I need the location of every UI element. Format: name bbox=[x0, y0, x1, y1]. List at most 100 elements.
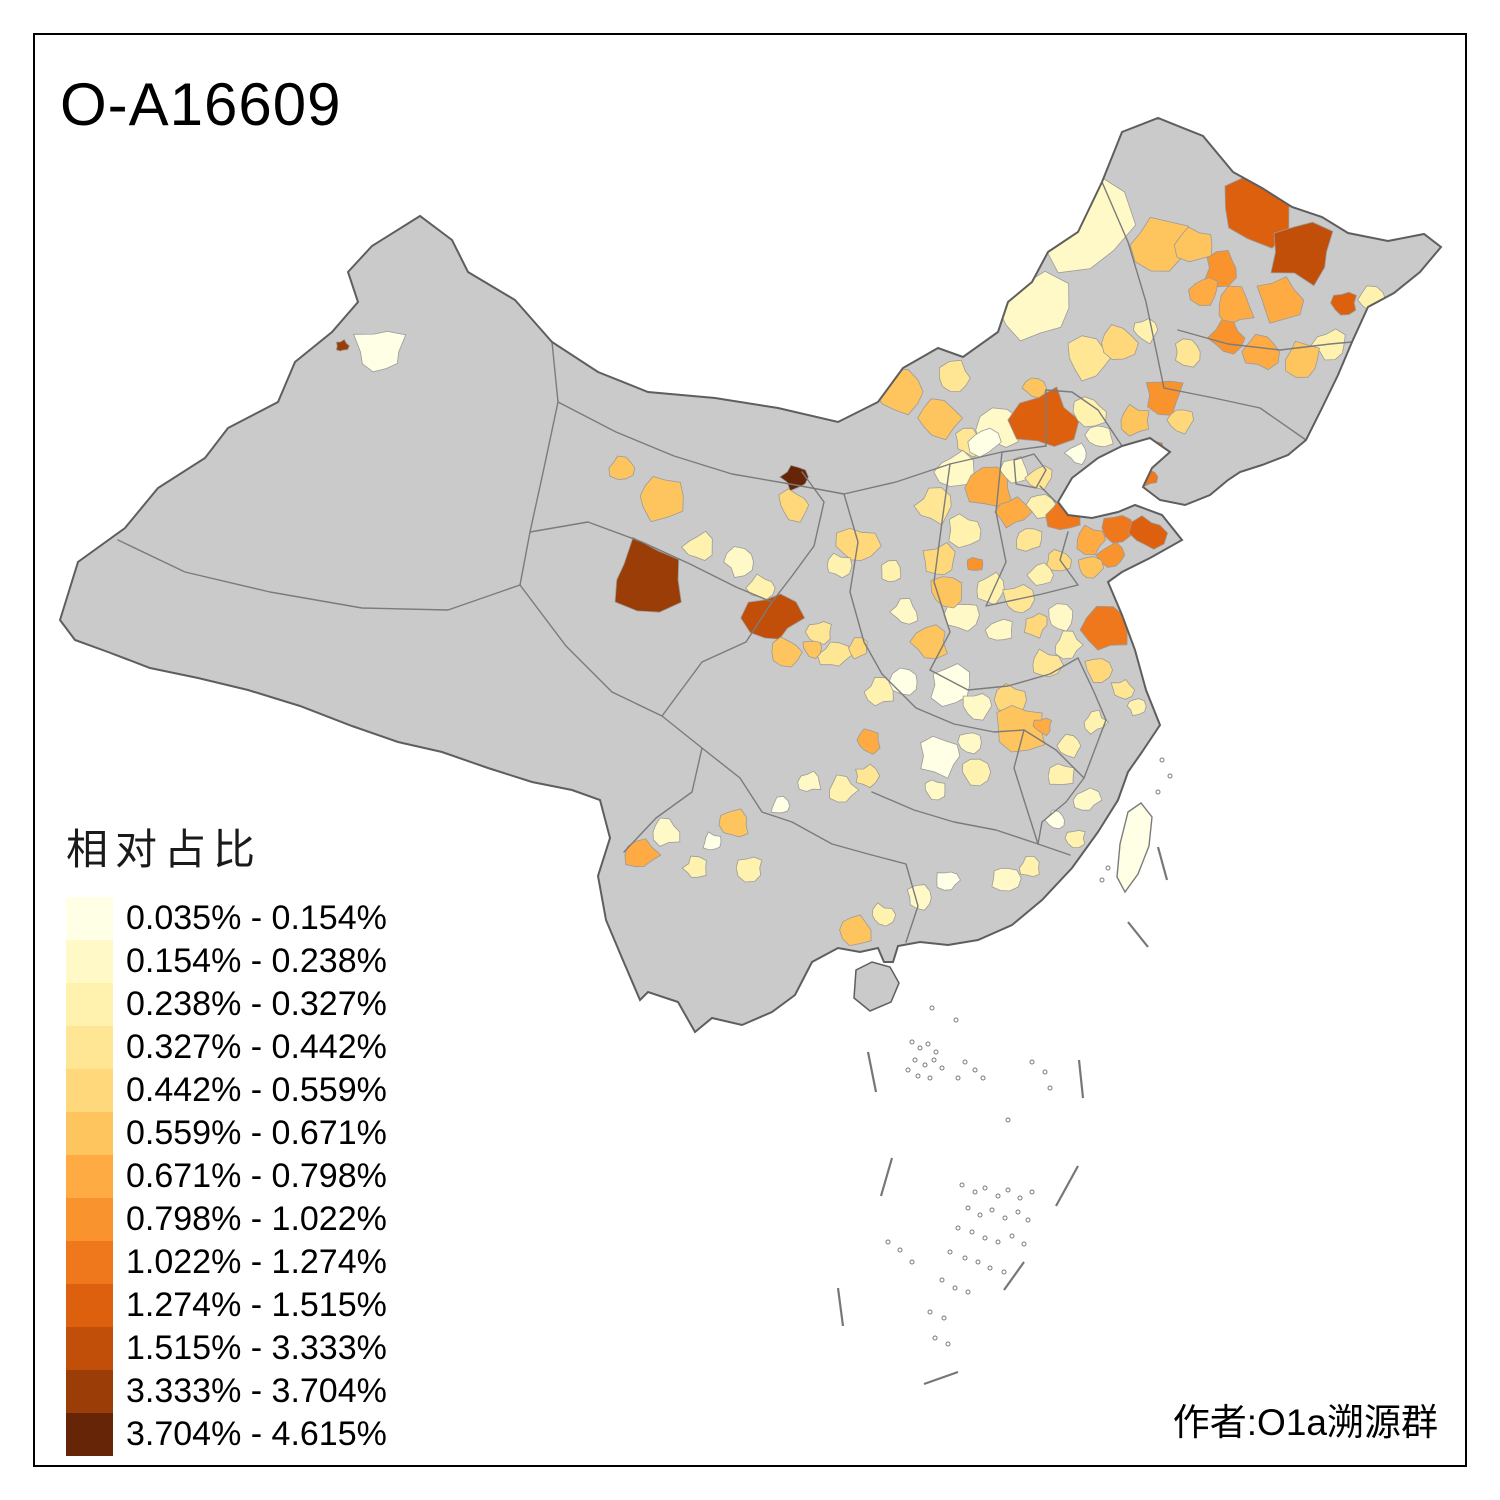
island-dot bbox=[945, 1341, 951, 1347]
island-dot bbox=[1159, 757, 1165, 763]
province-border-line bbox=[1163, 387, 1307, 441]
prefecture-region bbox=[624, 838, 662, 868]
prefecture-region bbox=[1256, 276, 1305, 324]
island-dot bbox=[1009, 1233, 1015, 1239]
prefecture-region bbox=[639, 476, 684, 523]
island-dot bbox=[1029, 1189, 1035, 1195]
prefecture-region bbox=[802, 640, 823, 659]
island-dot bbox=[1005, 1187, 1011, 1193]
island-dot bbox=[1021, 1241, 1027, 1247]
province-border-line bbox=[1059, 531, 1079, 586]
prefecture-region bbox=[353, 330, 407, 373]
island-dot bbox=[1167, 773, 1173, 779]
prefecture-region bbox=[1007, 386, 1080, 447]
province-border-line bbox=[1177, 329, 1353, 351]
prefecture-region bbox=[1126, 698, 1147, 717]
island-dot bbox=[952, 1285, 958, 1291]
legend-row: 0.035% - 0.154% bbox=[66, 897, 387, 940]
legend-row: 0.798% - 1.022% bbox=[66, 1198, 387, 1241]
prefecture-region bbox=[936, 871, 962, 891]
legend-label: 3.704% - 4.615% bbox=[126, 1415, 387, 1453]
prefecture-region bbox=[871, 902, 897, 927]
province-border-line bbox=[557, 401, 1047, 495]
prefecture-region bbox=[924, 779, 946, 801]
province-border-line bbox=[881, 673, 1025, 733]
island-dot bbox=[1001, 1269, 1007, 1275]
island-dot bbox=[982, 1235, 988, 1241]
legend-swatch bbox=[66, 1069, 113, 1112]
island-dot bbox=[969, 1229, 975, 1235]
prefecture-region bbox=[1077, 556, 1105, 579]
prefecture-region bbox=[614, 536, 682, 613]
prefecture-region bbox=[961, 758, 992, 787]
prefecture-region bbox=[835, 527, 882, 561]
island-dot bbox=[939, 1277, 945, 1283]
province-border-line bbox=[519, 584, 703, 853]
island-dot bbox=[947, 1249, 953, 1255]
legend-label: 1.274% - 1.515% bbox=[126, 1286, 387, 1324]
island-dot bbox=[915, 1073, 921, 1079]
prefecture-region bbox=[1084, 425, 1114, 448]
island-dot bbox=[955, 1075, 961, 1081]
island-dot bbox=[909, 1039, 915, 1045]
prefecture-region bbox=[881, 559, 902, 583]
prefecture-region bbox=[1054, 630, 1084, 660]
dash-segment bbox=[1055, 1165, 1079, 1207]
prefecture-region bbox=[930, 576, 963, 609]
island-dot bbox=[1005, 1117, 1011, 1123]
national-border bbox=[58, 116, 1443, 1034]
island-dot bbox=[931, 1057, 937, 1063]
legend-title: 相对占比 bbox=[66, 826, 263, 873]
island-dot bbox=[927, 1075, 933, 1081]
island-dot bbox=[995, 1193, 1001, 1199]
dash-segment bbox=[1127, 921, 1149, 948]
prefecture-region bbox=[948, 513, 982, 549]
prefecture-region bbox=[1056, 733, 1082, 759]
legend-swatch bbox=[66, 897, 113, 940]
prefecture-region bbox=[740, 593, 806, 640]
legend: 相对占比 0.035% - 0.154% 0.154% - 0.238% 0.238… bbox=[66, 816, 387, 1456]
prefecture-region bbox=[1175, 338, 1201, 368]
prefecture-region bbox=[718, 808, 749, 838]
island-dot bbox=[989, 1207, 995, 1213]
prefecture-region bbox=[996, 704, 1046, 753]
legend-label: 0.035% - 0.154% bbox=[126, 899, 387, 937]
prefecture-region bbox=[652, 817, 681, 847]
legend-swatch bbox=[66, 1327, 113, 1370]
island-dot bbox=[933, 1049, 939, 1055]
prefecture-region bbox=[984, 618, 1013, 641]
prefecture-region bbox=[826, 552, 853, 579]
legend-swatch bbox=[66, 1370, 113, 1413]
legend-row: 1.515% - 3.333% bbox=[66, 1327, 387, 1370]
legend-label: 1.022% - 1.274% bbox=[126, 1243, 387, 1281]
province-border-line bbox=[661, 601, 773, 717]
prefecture-region bbox=[1079, 605, 1128, 651]
province-border-line bbox=[929, 657, 1079, 691]
island-dot bbox=[1029, 1059, 1035, 1065]
prefecture-region bbox=[702, 831, 722, 851]
prefecture-region bbox=[1377, 306, 1404, 328]
taiwan-island bbox=[1116, 802, 1153, 894]
island-dot bbox=[905, 1067, 911, 1073]
prefecture-region bbox=[1067, 335, 1112, 382]
prefecture-region bbox=[1076, 524, 1107, 556]
island-dot bbox=[939, 1065, 945, 1071]
prefecture-region bbox=[1129, 216, 1189, 272]
prefecture-region bbox=[771, 636, 803, 668]
island-dot bbox=[941, 1315, 947, 1321]
prefecture-region bbox=[1241, 333, 1280, 371]
legend-swatch bbox=[66, 983, 113, 1026]
prefecture-region bbox=[1064, 829, 1086, 849]
prefecture-region bbox=[804, 621, 832, 645]
island-dot bbox=[1105, 865, 1111, 871]
province-border-line bbox=[701, 747, 793, 823]
island-dot bbox=[982, 1185, 988, 1191]
province-border-line bbox=[1013, 453, 1047, 489]
prefecture-region bbox=[1166, 409, 1195, 435]
prefecture-region bbox=[922, 542, 956, 576]
prefecture-region bbox=[745, 573, 776, 601]
dash-segment bbox=[1156, 846, 1169, 881]
prefecture-region bbox=[1173, 226, 1213, 263]
legend-row: 0.671% - 0.798% bbox=[66, 1155, 387, 1198]
